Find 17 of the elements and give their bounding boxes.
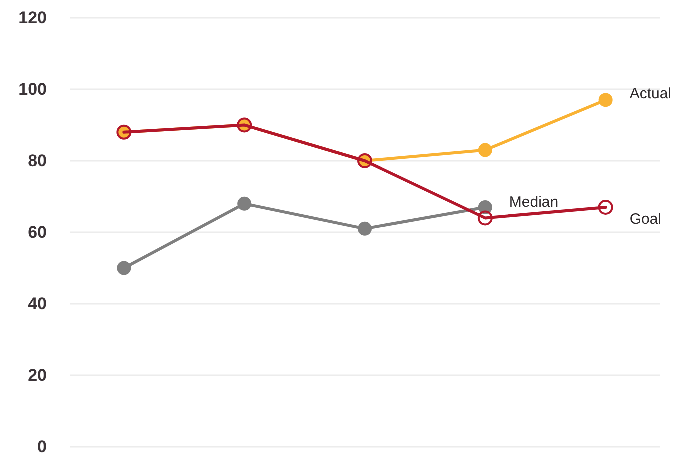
point — [238, 196, 252, 211]
y-tick-label: 0 — [38, 438, 47, 456]
y-tick-label: 60 — [28, 223, 47, 242]
y-tick-label: 80 — [28, 152, 47, 170]
point — [598, 93, 613, 108]
point — [358, 222, 372, 236]
series-label: Actual — [630, 86, 672, 103]
point — [478, 143, 492, 158]
series-label: Goal — [630, 210, 662, 228]
y-tick-label: 100 — [18, 80, 47, 99]
point — [117, 261, 132, 276]
y-tick-label: 40 — [28, 294, 47, 314]
y-tick-label: 20 — [28, 366, 47, 385]
point — [598, 200, 614, 215]
point — [478, 210, 493, 226]
y-tick-label: 120 — [18, 8, 47, 28]
series-label: Median — [509, 194, 559, 211]
